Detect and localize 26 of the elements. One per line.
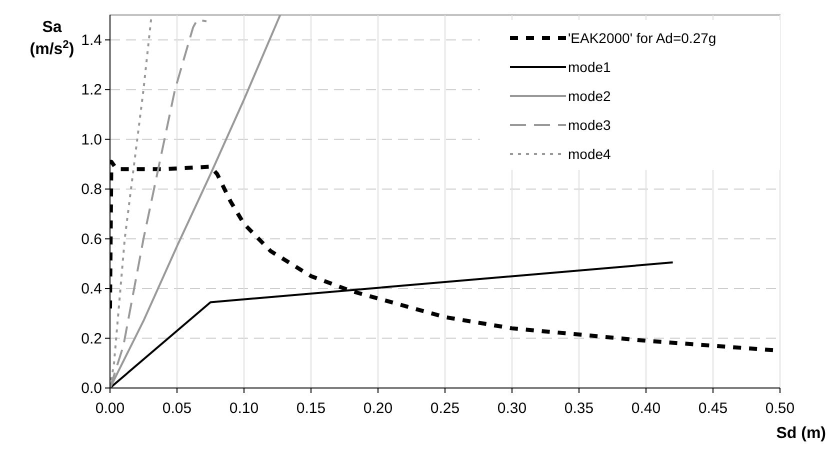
x-tick-label: 0.00 (95, 400, 125, 417)
x-tick-label: 0.20 (363, 400, 393, 417)
y-tick-label: 0.8 (81, 181, 102, 198)
y-tick-label: 0.0 (81, 380, 102, 397)
x-tick-label: 0.45 (698, 400, 728, 417)
legend-label: mode1 (568, 59, 612, 75)
x-tick-label: 0.50 (765, 400, 795, 417)
y-tick-label: 1.0 (81, 131, 102, 148)
x-tick-label: 0.35 (564, 400, 594, 417)
x-tick-label: 0.05 (162, 400, 192, 417)
legend-label: mode4 (568, 146, 612, 162)
x-axis-title: Sd (m) (776, 425, 826, 442)
y-tick-label: 0.4 (81, 280, 102, 298)
x-tick-label: 0.15 (296, 400, 326, 417)
legend-label: 'EAK2000' for Ad=0.27g (568, 30, 716, 46)
x-tick-label: 0.25 (430, 400, 460, 417)
legend-label: mode2 (568, 88, 612, 104)
x-tick-label: 0.30 (497, 400, 527, 417)
x-tick-label: 0.40 (631, 400, 661, 417)
y-tick-label: 0.6 (81, 230, 102, 248)
y-tick-label: 0.2 (81, 330, 102, 348)
legend-label: mode3 (568, 117, 612, 133)
y-tick-label: 1.4 (81, 32, 102, 49)
x-tick-label: 0.10 (229, 400, 259, 417)
y-axis-title: Sa (m/s$^{2}$) (30, 19, 74, 58)
y-tick-label: 1.2 (81, 82, 102, 99)
